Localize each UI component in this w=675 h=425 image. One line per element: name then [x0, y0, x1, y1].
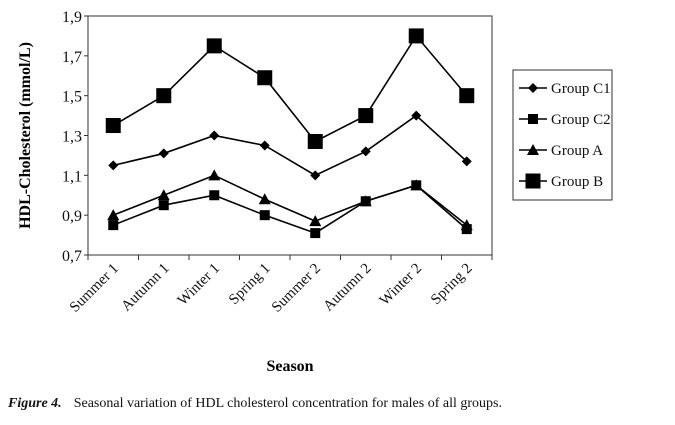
data-point-group-c2 — [158, 200, 169, 211]
series-line-group-c1 — [113, 114, 468, 177]
x-tick-label: Winter 2 — [377, 261, 425, 309]
data-point-group-b — [156, 88, 172, 104]
y-tick-label: 0,7 — [62, 248, 82, 265]
y-tick-label: 0,9 — [62, 208, 82, 225]
legend-marker — [527, 144, 539, 155]
figure-caption: Figure 4. Seasonal variation of HDL chole… — [8, 396, 502, 412]
data-point-group-a — [208, 169, 221, 181]
data-point-group-c2 — [108, 220, 119, 231]
data-point-group-c1 — [360, 146, 371, 157]
data-point-group-b — [358, 108, 374, 124]
data-point-group-b — [307, 133, 323, 149]
legend-marker — [528, 114, 538, 124]
data-point-group-c2 — [259, 210, 270, 221]
data-point-group-a — [460, 219, 473, 231]
data-point-group-c1 — [461, 156, 472, 167]
x-axis-label: Season — [266, 358, 313, 375]
x-tick-label: Spring 1 — [226, 261, 274, 309]
y-tick-label: 1,3 — [62, 129, 82, 146]
data-point-group-a — [410, 179, 423, 191]
data-point-group-a — [157, 189, 170, 201]
data-point-group-b — [206, 38, 222, 54]
data-point-group-c1 — [310, 170, 321, 181]
legend-label: Group B — [551, 174, 603, 190]
figure-label: Figure 4. — [8, 396, 62, 411]
plot-area — [87, 15, 493, 256]
x-tick-label: Autumn 1 — [119, 261, 173, 315]
data-point-group-a — [258, 193, 271, 205]
x-tick-label: Winter 1 — [175, 261, 223, 309]
y-tick-label: 1,7 — [62, 49, 82, 66]
x-tick-label: Spring 2 — [428, 261, 476, 309]
series-line-group-a — [112, 174, 468, 226]
legend-marker — [525, 173, 541, 189]
data-point-group-b — [408, 28, 424, 44]
legend-label: Group C1 — [551, 81, 611, 97]
data-point-group-a — [309, 215, 322, 227]
data-point-group-b — [459, 88, 475, 104]
data-point-group-c1 — [209, 130, 220, 141]
x-tick-label: Autumn 2 — [321, 261, 375, 315]
y-axis-label: HDL-Cholesterol (mmol/L) — [17, 42, 34, 229]
y-tick-label: 1,1 — [62, 168, 82, 185]
data-point-group-a — [107, 209, 120, 221]
data-point-group-c1 — [411, 110, 422, 121]
data-point-group-c2 — [310, 228, 321, 239]
data-point-group-b — [257, 70, 273, 86]
x-tick-label: Summer 2 — [269, 261, 324, 316]
data-point-group-a — [359, 195, 372, 207]
data-point-group-c1 — [259, 140, 270, 151]
legend-label: Group C2 — [551, 112, 611, 128]
x-tick-label: Summer 1 — [67, 261, 122, 316]
figure-caption-text: Seasonal variation of HDL cholesterol co… — [73, 396, 502, 411]
data-point-group-c2 — [209, 190, 220, 201]
y-tick-label: 1,9 — [62, 9, 82, 26]
y-tick-label: 1,5 — [62, 89, 82, 106]
legend-label: Group A — [551, 143, 603, 159]
legend-marker — [528, 83, 538, 93]
data-point-group-c1 — [108, 160, 119, 171]
series-line-group-b — [112, 34, 468, 143]
data-point-group-c1 — [158, 148, 169, 159]
data-point-group-b — [105, 118, 121, 134]
